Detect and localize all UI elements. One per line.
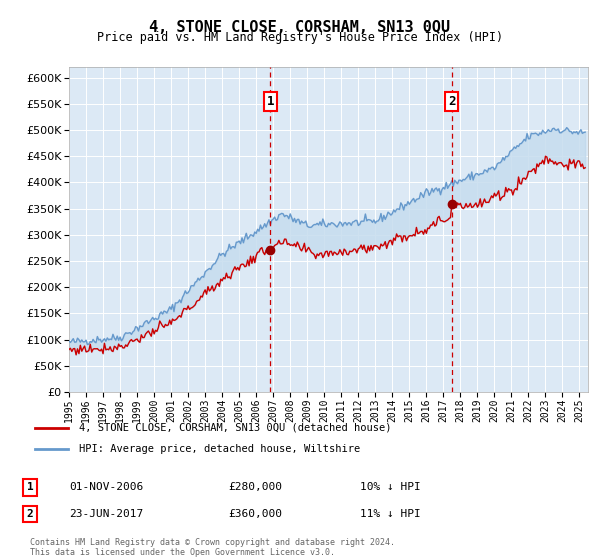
Text: 11% ↓ HPI: 11% ↓ HPI (360, 509, 421, 519)
Text: 10% ↓ HPI: 10% ↓ HPI (360, 482, 421, 492)
Text: 4, STONE CLOSE, CORSHAM, SN13 0QU (detached house): 4, STONE CLOSE, CORSHAM, SN13 0QU (detac… (79, 423, 391, 433)
Text: HPI: Average price, detached house, Wiltshire: HPI: Average price, detached house, Wilt… (79, 444, 360, 454)
Text: 2: 2 (448, 95, 455, 108)
Text: Price paid vs. HM Land Registry's House Price Index (HPI): Price paid vs. HM Land Registry's House … (97, 31, 503, 44)
Text: 2: 2 (26, 509, 34, 519)
Text: 1: 1 (26, 482, 34, 492)
Text: £360,000: £360,000 (228, 509, 282, 519)
Text: 01-NOV-2006: 01-NOV-2006 (69, 482, 143, 492)
Text: 4, STONE CLOSE, CORSHAM, SN13 0QU: 4, STONE CLOSE, CORSHAM, SN13 0QU (149, 20, 451, 35)
Text: 23-JUN-2017: 23-JUN-2017 (69, 509, 143, 519)
Text: 1: 1 (267, 95, 274, 108)
Text: Contains HM Land Registry data © Crown copyright and database right 2024.
This d: Contains HM Land Registry data © Crown c… (30, 538, 395, 557)
Text: £280,000: £280,000 (228, 482, 282, 492)
